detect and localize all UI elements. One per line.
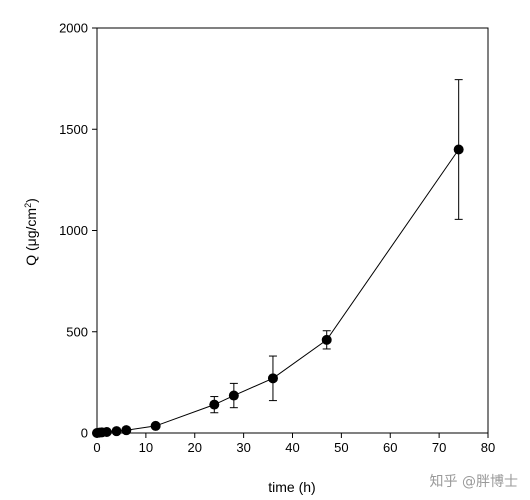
x-tick-label: 50	[334, 440, 348, 455]
series-polyline	[96, 149, 460, 434]
data-point	[101, 426, 112, 437]
y-axis-label: Q (μg/cm2)	[23, 198, 39, 266]
x-tick-label: 10	[139, 440, 153, 455]
x-tick-label: 30	[236, 440, 250, 455]
x-tick-label: 40	[285, 440, 299, 455]
x-tick-label: 80	[481, 440, 495, 455]
data-point	[453, 144, 464, 155]
data-point	[121, 425, 132, 436]
watermark: 知乎 @胖博士	[430, 473, 518, 490]
plot-frame-rect	[96, 27, 489, 434]
data-point	[150, 420, 161, 431]
y-tick-label: 500	[66, 324, 88, 339]
x-tick-label: 70	[432, 440, 446, 455]
series-line	[96, 149, 460, 434]
y-axis-label-close: )	[23, 198, 39, 203]
x-tick-label: 20	[188, 440, 202, 455]
x-axis-label: time (h)	[268, 479, 315, 495]
data-point	[267, 373, 278, 384]
data-point	[209, 399, 220, 410]
y-tick-label: 1500	[59, 122, 88, 137]
y-axis-label-main: Q (μg/cm	[23, 208, 39, 266]
y-tick-label: 0	[81, 426, 88, 441]
x-tick-label: 0	[93, 440, 100, 455]
data-point	[111, 426, 122, 437]
data-point	[228, 390, 239, 401]
error-bars	[210, 79, 463, 414]
plot-frame	[96, 27, 489, 434]
axis-ticks: 0 10 20 30 40 50 60 70 80 0 500 1000 1500 2000	[59, 21, 495, 456]
data-points	[92, 144, 464, 438]
x-tick-label: 60	[383, 440, 397, 455]
y-axis-label-sup: 2	[23, 203, 33, 208]
data-point	[321, 334, 332, 345]
y-tick-label: 2000	[59, 21, 88, 36]
y-tick-label: 1000	[59, 223, 88, 238]
